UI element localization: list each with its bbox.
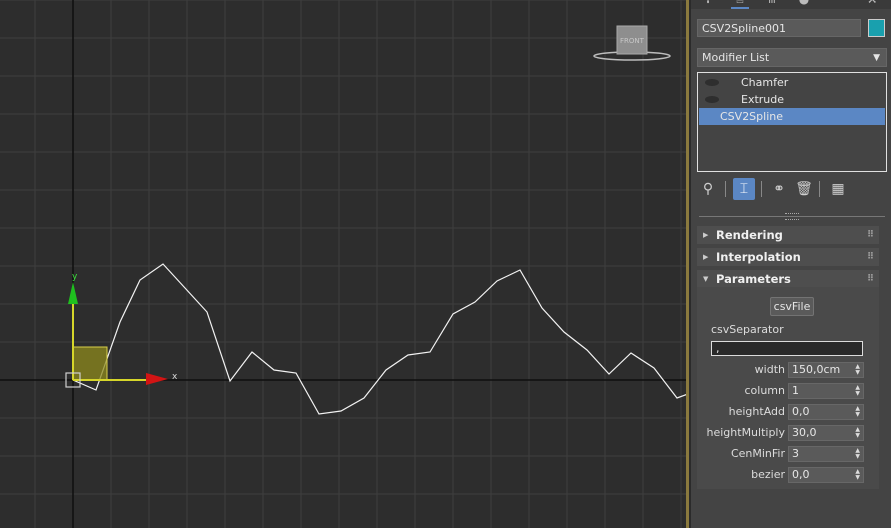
gizmo-y-arrow[interactable] [68, 282, 78, 304]
stack-item-label: Extrude [741, 93, 785, 106]
param-row-column: column 1 ▲ ▼ [697, 383, 879, 399]
spline-shape[interactable] [72, 263, 688, 415]
stack-item-extrude[interactable]: Extrude [699, 91, 885, 108]
spinner-arrows-icon[interactable]: ▲ ▼ [855, 405, 860, 418]
toolbar-separator [725, 181, 726, 197]
param-label: bezier [751, 468, 785, 481]
heightadd-spinner[interactable]: 0,0 ▲ ▼ [788, 404, 864, 420]
rollout-title: Interpolation [716, 250, 801, 264]
remove-modifier-icon[interactable]: 🗑 [795, 181, 813, 197]
spinner-arrows-icon[interactable]: ▲ ▼ [855, 426, 860, 439]
gizmo-center-box[interactable] [65, 372, 81, 388]
param-row-heightmultiply: heightMultiply 30,0 ▲ ▼ [697, 425, 879, 441]
modify-tab-icon[interactable]: ⌸ [731, 0, 749, 9]
gizmo-x-arrow[interactable] [146, 373, 168, 385]
rollout-interpolation[interactable]: ▶ Interpolation ⠿ [697, 248, 879, 266]
object-name-field[interactable]: CSV2Spline001 [697, 19, 861, 37]
rollout-title: Parameters [716, 272, 791, 286]
command-panel: ✢ ⌸ ⋔ ● ⌒ ⚒ CSV2Spline001 Modifier List … [691, 0, 891, 528]
param-row-heightadd: heightAdd 0,0 ▲ ▼ [697, 404, 879, 420]
param-value: 1 [792, 384, 799, 397]
utilities-tab-icon[interactable]: ⚒ [863, 0, 881, 7]
stack-item-label: CSV2Spline [720, 110, 784, 123]
param-value: 0,0 [792, 405, 810, 418]
motion-tab-icon[interactable]: ● [795, 0, 813, 7]
eye-icon[interactable] [705, 79, 719, 86]
cenminfir-spinner[interactable]: 3 ▲ ▼ [788, 446, 864, 462]
param-row-bezier: bezier 0,0 ▲ ▼ [697, 467, 879, 483]
spinner-arrows-icon[interactable]: ▲ ▼ [855, 384, 860, 397]
stack-item-chamfer[interactable]: Chamfer [699, 74, 885, 91]
parameters-panel: csvFile csvSeparator , width 150,0cm ▲ ▼ c… [697, 287, 879, 489]
triangle-down-icon: ▼ [703, 275, 709, 283]
viewcube[interactable]: FRONT [593, 25, 671, 61]
grip-icon: ⠿ [866, 252, 874, 262]
object-color-swatch[interactable] [868, 19, 885, 37]
param-label: width [754, 363, 785, 376]
spinner-arrows-icon[interactable]: ▲ ▼ [855, 363, 860, 376]
gizmo-y-label: y [72, 272, 78, 282]
hierarchy-tab-icon[interactable]: ⋔ [763, 0, 781, 7]
param-row-cenminfir: CenMinFir 3 ▲ ▼ [697, 446, 879, 462]
param-label: column [744, 384, 786, 397]
viewport-canvas[interactable]: y x FRONT [0, 0, 688, 528]
display-tab-icon[interactable]: ⌒ [827, 0, 845, 7]
spinner-arrows-icon[interactable]: ▲ ▼ [855, 447, 860, 460]
stack-item-label: Chamfer [741, 76, 789, 89]
param-row-width: width 150,0cm ▲ ▼ [697, 362, 879, 378]
stack-toolbar: ⚲ ⌶ ⚭ 🗑 ▦ [697, 178, 887, 200]
param-label: heightMultiply [706, 426, 786, 439]
grip-icon: ⠿ [866, 274, 874, 284]
toolbar-separator [761, 181, 762, 197]
rollout-parameters[interactable]: ▼ Parameters ⠿ [697, 270, 879, 288]
column-spinner[interactable]: 1 ▲ ▼ [788, 383, 864, 399]
param-value: 30,0 [792, 426, 817, 439]
triangle-right-icon: ▶ [703, 231, 709, 239]
modifier-list-label: Modifier List [702, 51, 770, 64]
heightmultiply-spinner[interactable]: 30,0 ▲ ▼ [788, 425, 864, 441]
viewcube-label: FRONT [620, 37, 645, 45]
param-label: heightAdd [728, 405, 785, 418]
csvseparator-label: csvSeparator [711, 323, 784, 336]
csvfile-button[interactable]: csvFile [770, 297, 814, 316]
viewport-front[interactable]: y x FRONT [0, 0, 688, 528]
triangle-right-icon: ▶ [703, 253, 709, 261]
gizmo-x-label: x [172, 372, 178, 382]
param-value: 3 [792, 447, 799, 460]
show-end-result-icon[interactable]: ⌶ [733, 178, 755, 200]
grip-icon: ⠿ [866, 230, 874, 240]
chevron-down-icon: ▼ [873, 53, 880, 63]
modifier-stack[interactable]: Chamfer Extrude CSV2Spline [697, 72, 887, 172]
viewport-grid [0, 0, 688, 528]
spinner-arrows-icon[interactable]: ▲ ▼ [855, 468, 860, 481]
command-panel-tabs: ✢ ⌸ ⋔ ● ⌒ ⚒ [691, 0, 891, 9]
eye-icon[interactable] [705, 96, 719, 103]
param-value: 0,0 [792, 468, 810, 481]
csvseparator-input[interactable]: , [711, 341, 863, 356]
toolbar-separator [819, 181, 820, 197]
create-tab-icon[interactable]: ✢ [699, 0, 717, 7]
param-label: CenMinFir [730, 447, 785, 460]
width-spinner[interactable]: 150,0cm ▲ ▼ [788, 362, 864, 378]
modifier-list-dropdown[interactable]: Modifier List ▼ [697, 48, 887, 67]
param-value: 150,0cm [792, 363, 841, 376]
make-unique-icon[interactable]: ⚭ [773, 181, 785, 197]
rollout-title: Rendering [716, 228, 783, 242]
panel-divider [699, 213, 885, 220]
stack-item-csv2spline[interactable]: CSV2Spline [699, 108, 885, 125]
bezier-spinner[interactable]: 0,0 ▲ ▼ [788, 467, 864, 483]
pivot-plane-handle[interactable] [72, 346, 108, 381]
rollout-rendering[interactable]: ▶ Rendering ⠿ [697, 226, 879, 244]
configure-modifier-sets-icon[interactable]: ▦ [831, 181, 845, 197]
pin-icon[interactable]: ⚲ [702, 181, 714, 197]
viewport-active-border [686, 0, 689, 528]
